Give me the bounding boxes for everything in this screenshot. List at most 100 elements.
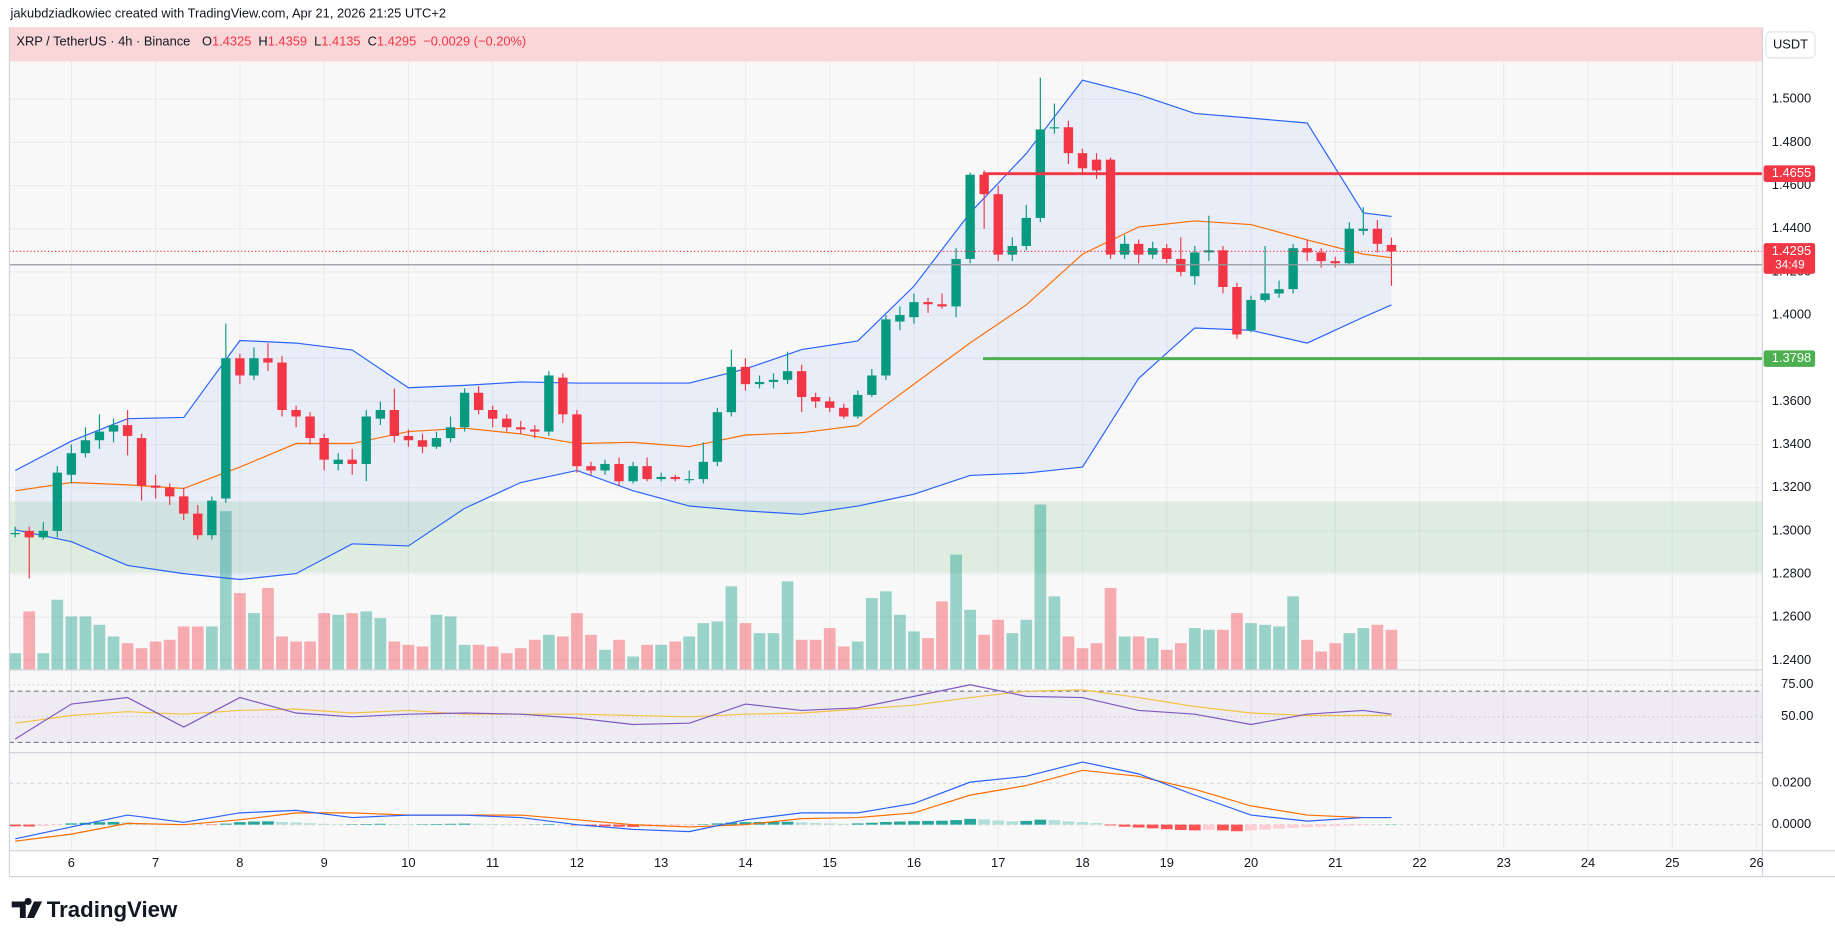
- volume-bar: [964, 609, 977, 670]
- bollinger-fill: [15, 80, 1392, 580]
- volume-bar: [739, 623, 752, 670]
- candle-body: [712, 412, 723, 462]
- y-tick-label: 0.0000: [1772, 816, 1811, 831]
- candle-body: [1386, 244, 1397, 252]
- candle-body: [586, 466, 596, 471]
- candle-body: [1330, 261, 1340, 264]
- candle-body: [361, 416, 371, 464]
- x-tick-label: 9: [321, 855, 328, 870]
- candle-body: [1260, 293, 1270, 300]
- candle-body: [1344, 228, 1355, 264]
- y-tick-label: 1.3200: [1772, 479, 1811, 494]
- candle-body: [502, 418, 512, 428]
- currency[interactable]: USDT: [1773, 36, 1808, 51]
- volume-bar: [374, 618, 387, 670]
- y-tick-label: 1.2400: [1772, 652, 1811, 667]
- macd-histogram-bar: [781, 821, 794, 825]
- bollinger-upper: [14, 79, 1392, 471]
- candle-body: [417, 440, 428, 447]
- volume-bar: [1174, 643, 1187, 670]
- rsi-line: [15, 689, 1392, 724]
- macd-histogram-bar: [1062, 821, 1075, 825]
- candle-body: [782, 371, 793, 380]
- volume-bar: [402, 644, 415, 670]
- macd-histogram-bar: [9, 824, 22, 827]
- macd-histogram-bar: [290, 822, 302, 825]
- candle-body: [277, 362, 287, 411]
- y-tick-label: 75.00: [1781, 676, 1813, 691]
- candle-body: [951, 258, 961, 307]
- macd-histogram-bar: [1217, 824, 1229, 831]
- macd-histogram-bar: [585, 824, 597, 826]
- candle-body: [810, 397, 821, 402]
- volume-bar: [79, 616, 92, 670]
- candle-body: [1077, 153, 1088, 169]
- volume-bar: [121, 643, 134, 670]
- candle-body: [291, 410, 301, 417]
- candle-body: [853, 394, 863, 417]
- candle-body: [1302, 248, 1312, 253]
- candle-body: [38, 530, 48, 538]
- candle-body: [754, 381, 765, 385]
- macd-histogram-bar: [65, 823, 78, 825]
- volume-bar: [880, 591, 892, 670]
- currency-button[interactable]: [1765, 31, 1816, 59]
- x-tick-label: 15: [823, 855, 837, 870]
- macd-histogram-bar: [795, 822, 808, 825]
- last-price-label: 1.4295: [1772, 243, 1811, 258]
- macd-histogram-bar: [1076, 822, 1089, 825]
- candle-body: [1133, 243, 1144, 255]
- x-tick-label: 22: [1412, 855, 1426, 870]
- candle-body: [1119, 243, 1130, 255]
- macd-histogram-bar: [1259, 824, 1271, 830]
- macd-histogram-bar: [1034, 819, 1047, 825]
- x-tick-label: 12: [570, 855, 584, 870]
- volume-bar: [23, 611, 36, 670]
- change: −0.0029 (−0.20%): [423, 34, 526, 49]
- candle-body: [867, 375, 877, 395]
- x-tick-label: 26: [1749, 855, 1763, 870]
- candle-body: [1316, 252, 1326, 262]
- macd-histogram-bar: [1188, 824, 1201, 831]
- volume-bar: [1160, 649, 1173, 670]
- x-tick-label: 8: [236, 855, 243, 870]
- level-label: 1.3798: [1772, 350, 1811, 365]
- macd-histogram-bar: [1245, 824, 1257, 831]
- support-zone: [9, 501, 1763, 573]
- volume-bar: [978, 634, 990, 670]
- candle-body: [544, 375, 554, 432]
- candle-body: [600, 463, 610, 471]
- candle-body: [796, 371, 807, 398]
- volume-bar: [1343, 633, 1356, 670]
- candle-body: [1372, 228, 1383, 244]
- macd-histogram-bar: [262, 821, 274, 825]
- macd-histogram-bar: [837, 823, 850, 825]
- macd-histogram-bar: [304, 823, 316, 825]
- x-tick-label: 13: [654, 855, 668, 870]
- macd-histogram-bar: [219, 823, 232, 825]
- volume-bar: [823, 628, 836, 670]
- y-tick-label: 0.0200: [1772, 775, 1811, 790]
- y-tick-label: 1.3000: [1772, 522, 1811, 537]
- countdown: 34:49: [1775, 259, 1804, 272]
- ohlc-value: 1.4295: [377, 34, 416, 49]
- candle-body: [445, 427, 456, 439]
- candle-body: [881, 319, 891, 376]
- macd-histogram-bar: [1132, 824, 1145, 828]
- macd-histogram-bar: [1146, 824, 1159, 829]
- candle-body: [403, 435, 414, 441]
- macd-histogram-bar: [458, 823, 471, 825]
- volume-bar: [543, 634, 555, 670]
- candle-body: [895, 315, 905, 322]
- macd-histogram-bar: [234, 822, 246, 825]
- macd-histogram-bar: [767, 821, 780, 825]
- candle-body: [305, 416, 315, 439]
- candle-body: [319, 438, 329, 460]
- y-tick-label: 1.5000: [1772, 91, 1811, 106]
- volume-bar: [1006, 633, 1019, 670]
- volume-bar: [1034, 504, 1047, 670]
- candle-body: [150, 485, 161, 488]
- volume-bar: [1273, 626, 1285, 670]
- macd-histogram-bar: [599, 824, 611, 827]
- volume-bar: [1146, 638, 1159, 670]
